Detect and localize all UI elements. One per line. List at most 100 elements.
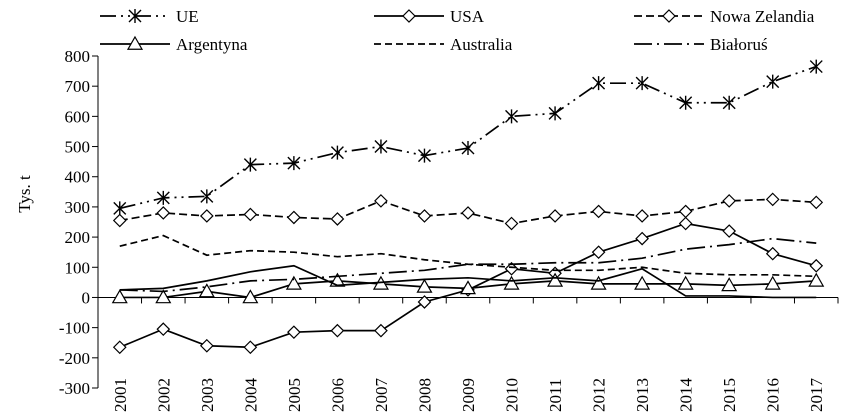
data-point xyxy=(547,272,564,287)
x-tick-label: 2007 xyxy=(372,378,391,413)
series-group xyxy=(119,234,817,278)
data-point xyxy=(765,246,780,261)
legend-label: USA xyxy=(450,7,485,26)
data-point xyxy=(678,216,693,231)
plot-area xyxy=(111,59,825,355)
y-tick-label: 400 xyxy=(65,168,91,187)
data-point xyxy=(112,340,127,355)
data-point xyxy=(766,74,780,89)
data-point xyxy=(417,209,432,223)
y-tick-label: 800 xyxy=(65,47,91,66)
x-tick-label: 2012 xyxy=(590,378,609,412)
data-point xyxy=(417,148,431,163)
x-tick-label: 2015 xyxy=(720,378,739,412)
series-group xyxy=(111,272,825,304)
x-tick-label: 2013 xyxy=(633,378,652,412)
x-tick-label: 2004 xyxy=(241,378,260,413)
series-group xyxy=(113,59,823,216)
data-point xyxy=(677,275,694,290)
y-tick-label: 0 xyxy=(82,288,91,307)
x-tick-label: 2014 xyxy=(677,378,696,413)
legend-item: Nowa Zelandia xyxy=(634,7,815,26)
data-point xyxy=(678,204,693,219)
legend-item: USA xyxy=(374,7,485,26)
data-point xyxy=(809,258,824,273)
data-point xyxy=(417,295,432,309)
data-point xyxy=(591,204,606,219)
axes: -300 -200 -100 0 100 200 300 400 500 600 700 800 20… xyxy=(15,47,839,413)
data-point xyxy=(505,109,519,124)
y-ticks: -300 -200 -100 0 100 200 300 400 500 600 700 800 xyxy=(59,47,98,398)
x-tick-label: 2011 xyxy=(546,379,565,412)
x-tick-label: 2008 xyxy=(415,378,434,412)
x-tick-label: 2006 xyxy=(328,378,347,412)
data-point xyxy=(287,156,301,171)
legend-swatch-marker xyxy=(128,9,142,23)
data-point xyxy=(503,275,520,290)
y-tick-label: 200 xyxy=(65,228,91,247)
data-point xyxy=(591,245,606,260)
data-point xyxy=(199,338,214,353)
data-point xyxy=(635,231,649,246)
x-tick-label: 2001 xyxy=(111,378,130,412)
x-tick-label: 2009 xyxy=(459,378,478,412)
y-tick-label: 700 xyxy=(65,77,91,96)
data-point xyxy=(764,275,781,290)
data-point xyxy=(416,278,433,293)
legend-item: Argentyna xyxy=(100,35,248,54)
data-point xyxy=(243,340,258,355)
data-point xyxy=(679,95,693,110)
x-tick-label: 2005 xyxy=(285,378,304,412)
data-point xyxy=(243,207,258,222)
legend-swatch-marker xyxy=(662,9,676,23)
series-line xyxy=(119,65,817,210)
y-tick-label: -100 xyxy=(59,319,90,338)
data-point xyxy=(198,283,215,298)
legend-label: Nowa Zelandia xyxy=(710,7,815,26)
data-point xyxy=(155,289,172,304)
legend-label: Argentyna xyxy=(176,35,248,54)
x-tick-label: 2002 xyxy=(154,378,173,412)
series-group xyxy=(119,237,817,293)
data-point xyxy=(809,195,824,210)
legend-item: UE xyxy=(100,7,199,26)
legend-item: Australia xyxy=(374,35,513,54)
x-tick-label: 2017 xyxy=(807,378,826,413)
data-point xyxy=(113,201,127,216)
data-point xyxy=(459,280,477,295)
y-tick-label: -200 xyxy=(59,349,90,368)
x-tick-label: 2003 xyxy=(198,378,217,412)
y-tick-label: 100 xyxy=(65,258,91,277)
data-point xyxy=(548,106,562,121)
data-point xyxy=(635,209,649,223)
series-line xyxy=(119,264,817,299)
series-group xyxy=(112,192,824,231)
legend-label: Białoruś xyxy=(710,35,768,54)
legend-swatch-marker xyxy=(126,35,144,50)
legend-swatch-marker xyxy=(402,9,416,23)
y-tick-label: 300 xyxy=(65,198,91,217)
legend-label: UE xyxy=(176,7,199,26)
data-point xyxy=(112,213,127,228)
data-point xyxy=(722,194,737,208)
data-point xyxy=(111,289,128,304)
data-point xyxy=(635,76,649,91)
data-point xyxy=(548,209,562,223)
y-axis-title: Tys. t xyxy=(15,175,34,213)
data-point xyxy=(330,145,344,160)
y-tick-label: 600 xyxy=(65,107,91,126)
data-point xyxy=(461,206,475,220)
data-point xyxy=(287,325,301,340)
data-point xyxy=(808,272,825,287)
data-point xyxy=(242,289,259,304)
data-point xyxy=(722,224,737,238)
data-point xyxy=(590,275,607,290)
data-point xyxy=(243,157,257,172)
data-point xyxy=(374,194,388,208)
data-point xyxy=(721,277,738,292)
data-point xyxy=(374,323,388,338)
series-group xyxy=(119,264,817,299)
x-tick-label: 2016 xyxy=(764,378,783,412)
legend-item: Białoruś xyxy=(634,35,768,54)
